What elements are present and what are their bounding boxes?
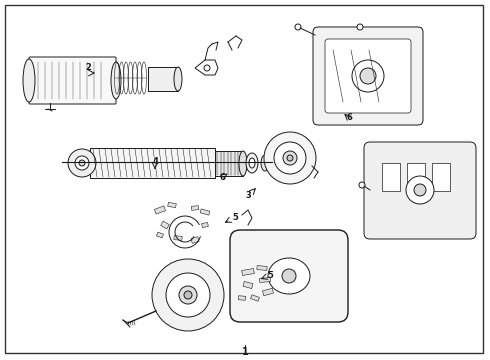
FancyBboxPatch shape [29,57,116,104]
FancyBboxPatch shape [191,237,199,243]
Circle shape [360,68,376,84]
Ellipse shape [23,59,35,102]
FancyBboxPatch shape [250,295,259,301]
Bar [90,148,215,178]
FancyBboxPatch shape [313,27,423,125]
FancyBboxPatch shape [325,39,411,113]
Circle shape [264,132,316,184]
Bar [407,163,425,191]
Text: 6: 6 [346,113,352,122]
FancyBboxPatch shape [230,230,348,322]
Ellipse shape [174,67,182,91]
Text: 1: 1 [242,347,248,357]
FancyBboxPatch shape [174,236,182,240]
Circle shape [295,24,301,30]
Circle shape [166,273,210,317]
Circle shape [357,24,363,30]
Ellipse shape [261,155,269,171]
FancyBboxPatch shape [364,142,476,239]
Bar [148,67,178,91]
FancyBboxPatch shape [263,288,273,296]
Circle shape [179,286,197,304]
FancyBboxPatch shape [238,296,245,300]
Text: 5: 5 [267,270,273,279]
Bar [382,163,400,191]
FancyBboxPatch shape [156,232,164,238]
Circle shape [274,142,306,174]
FancyBboxPatch shape [168,202,176,208]
FancyBboxPatch shape [154,206,166,214]
Circle shape [68,149,96,177]
Text: 6: 6 [219,174,225,183]
Circle shape [184,291,192,299]
Bar [215,151,243,176]
Circle shape [75,156,89,170]
Circle shape [287,155,293,161]
Ellipse shape [269,157,275,169]
Text: 4: 4 [152,158,158,166]
FancyBboxPatch shape [243,282,253,289]
Circle shape [283,151,297,165]
FancyBboxPatch shape [200,209,210,215]
Circle shape [204,65,210,71]
Circle shape [352,60,384,92]
Text: 2: 2 [85,63,91,72]
Circle shape [79,160,85,166]
FancyBboxPatch shape [259,278,270,283]
Circle shape [282,269,296,283]
Circle shape [414,184,426,196]
Circle shape [359,182,365,188]
Circle shape [406,176,434,204]
FancyBboxPatch shape [242,269,254,275]
FancyBboxPatch shape [191,206,198,210]
FancyBboxPatch shape [202,222,208,228]
Text: 5: 5 [232,213,238,222]
Ellipse shape [239,151,247,176]
Ellipse shape [111,62,121,99]
Ellipse shape [246,153,258,173]
Text: 3: 3 [245,190,251,199]
Bar [432,163,450,191]
FancyBboxPatch shape [161,221,169,229]
Ellipse shape [268,258,310,294]
FancyBboxPatch shape [257,266,267,270]
Ellipse shape [249,158,255,168]
Circle shape [152,259,224,331]
